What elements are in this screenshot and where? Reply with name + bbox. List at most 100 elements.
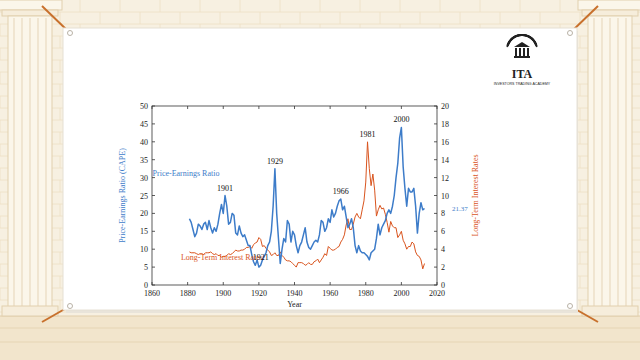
y2-tick-label: 16 [441, 138, 449, 147]
column-flute [13, 18, 14, 306]
annotation: 1981 [360, 130, 376, 139]
x-tick [401, 282, 402, 285]
column-flute [609, 18, 610, 306]
brick-joint [80, 0, 81, 12]
brick-joint [180, 12, 181, 24]
y2-tick-label: 6 [441, 227, 445, 236]
x-tick-label: 2020 [429, 289, 445, 298]
x-tick [223, 282, 224, 285]
brick-joint [580, 228, 581, 240]
x-tick [187, 106, 188, 109]
floor-edge [0, 316, 640, 317]
brick-joint [60, 252, 61, 264]
y-tick-label: 30 [140, 174, 148, 183]
column-flute [29, 18, 30, 306]
x-tick [294, 106, 295, 109]
y2-tick-label: 14 [441, 156, 449, 165]
brick-joint [420, 12, 421, 24]
temple-pillar [515, 48, 517, 56]
laurel-leaf [506, 41, 510, 47]
background [0, 0, 640, 360]
column-base [2, 306, 58, 316]
chart: 1860188019001920194019601980200020200510… [118, 102, 480, 309]
banner [42, 6, 598, 322]
brick-joint [0, 288, 1, 300]
series-label: Long-Term Interest Rates [181, 253, 263, 262]
y-tick-label: 20 [140, 209, 148, 218]
laurel-leaf [534, 41, 538, 47]
y-tick-label: 45 [140, 120, 148, 129]
y-tick-label: 15 [140, 227, 148, 236]
series-label: Price-Earnings Ratio [153, 169, 220, 178]
brick-joint [0, 48, 1, 60]
floor-step [0, 328, 640, 329]
brick-joint [580, 180, 581, 192]
y-tick-label: 10 [140, 245, 148, 254]
brick-joint [340, 12, 341, 24]
brick-joint [300, 12, 301, 24]
brick-joint [100, 12, 101, 24]
column-capital [578, 0, 640, 10]
brick-joint [200, 0, 201, 12]
y2-tick [434, 213, 437, 214]
brick-joint [320, 0, 321, 12]
x-tick [437, 106, 438, 109]
floor-step [0, 342, 640, 343]
column-flute [601, 18, 602, 306]
brick-joint [0, 216, 1, 228]
brick-joint [60, 228, 61, 240]
y2-tick [434, 141, 437, 142]
brick-joint [360, 0, 361, 12]
brick-joint [500, 12, 501, 24]
brick-joint [440, 0, 441, 12]
x-tick-label: 1920 [251, 289, 267, 298]
x-tick [330, 282, 331, 285]
brick-joint [380, 12, 381, 24]
brick-joint [0, 72, 1, 84]
y-tick [152, 249, 155, 250]
y-tick-label: 0 [144, 281, 148, 290]
brick-joint [0, 120, 1, 132]
column-flute [37, 18, 38, 306]
y-tick-label: 5 [144, 263, 148, 272]
x-tick [294, 282, 295, 285]
brick-joint [580, 252, 581, 264]
brick-joint [580, 84, 581, 96]
y-tick [152, 106, 155, 107]
brick-joint [160, 0, 161, 12]
logo-subtitle: INVESTORS TRADING ACADEMY [494, 82, 551, 86]
brick-joint [260, 12, 261, 24]
x-tick-label: 1980 [358, 289, 374, 298]
column-flute [45, 18, 46, 306]
y-tick-label: 35 [140, 156, 148, 165]
temple-pillar [527, 48, 529, 56]
brick-joint [540, 12, 541, 24]
y2-tick [434, 177, 437, 178]
column-shaft [588, 16, 632, 308]
logo: ITAINVESTORS TRADING ACADEMY [494, 34, 551, 86]
x-tick [187, 282, 188, 285]
column-flute [625, 18, 626, 306]
annotation: 1929 [267, 157, 283, 166]
grommet [68, 31, 73, 36]
y-tick [152, 123, 155, 124]
plot-frame [152, 106, 437, 285]
y-tick [152, 195, 155, 196]
y-tick [152, 213, 155, 214]
y2-tick-label: 10 [441, 192, 449, 201]
x-axis-title: Year [287, 300, 302, 309]
y2-tick [434, 123, 437, 124]
brick-joint [0, 168, 1, 180]
x-tick-label: 2000 [393, 289, 409, 298]
brick-joint [400, 0, 401, 12]
brick-joint [480, 0, 481, 12]
y2-tick-label: 12 [441, 174, 449, 183]
x-tick [152, 106, 153, 109]
plot-area [189, 127, 424, 268]
y2-tick [434, 106, 437, 107]
x-tick [223, 106, 224, 109]
temple-base [514, 56, 530, 58]
x-tick [258, 282, 259, 285]
y-tick [152, 141, 155, 142]
x-tick-label: 1960 [322, 289, 338, 298]
